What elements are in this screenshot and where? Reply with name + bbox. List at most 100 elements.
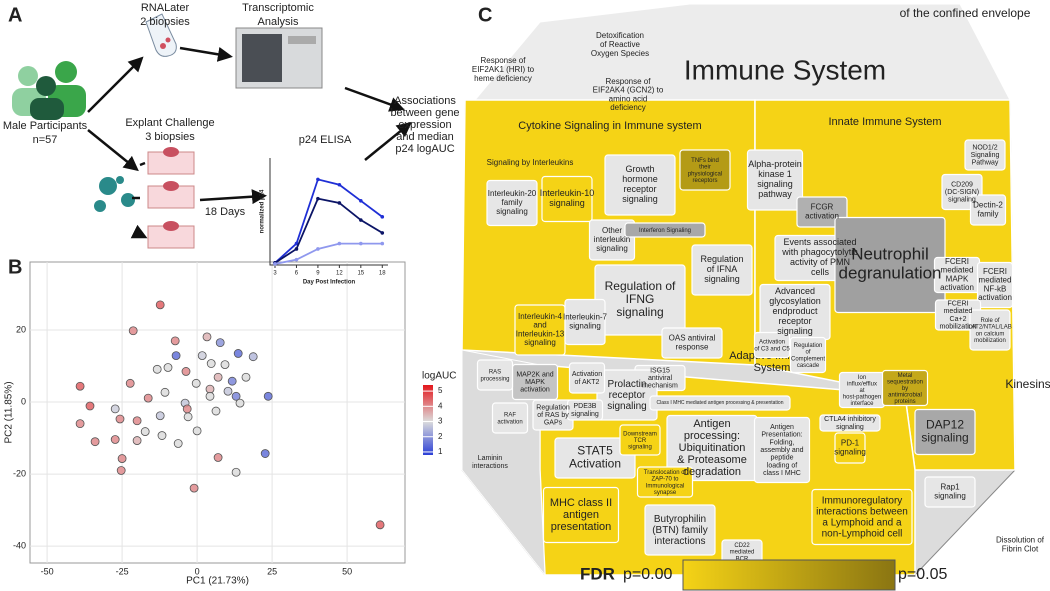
inset-axes <box>269 158 388 266</box>
point <box>85 401 95 411</box>
series-point <box>316 196 320 201</box>
point <box>213 372 223 382</box>
point <box>125 378 135 388</box>
region-label: Cytokine Signaling in Immune system <box>518 120 701 132</box>
point <box>132 436 142 445</box>
legend-high: p=0.05 <box>898 566 947 583</box>
pathway-label: Role of LAT2/NTAL/LAB on calcium mobilizati… <box>968 318 1011 344</box>
panel-a-text: Explant Challenge <box>125 117 214 129</box>
colorbar-tick-label: 3 <box>438 417 443 426</box>
point <box>171 351 181 361</box>
series-line <box>274 242 383 265</box>
pathway-label: Regulation of IFNG signaling <box>605 279 676 319</box>
series-point <box>316 177 320 182</box>
x-tick-label: 6 <box>295 271 299 277</box>
x-tick-label: 18 <box>379 271 386 277</box>
colorbar <box>423 385 433 455</box>
pathway-cell <box>819 414 881 432</box>
point <box>182 404 192 414</box>
point <box>140 427 150 436</box>
point <box>375 520 385 530</box>
x-tick-label: 9 <box>316 271 320 277</box>
panel-a-text: 3 biopsies <box>145 131 195 143</box>
pathway-cell <box>746 149 804 211</box>
pathway-cell <box>624 222 706 238</box>
point <box>202 332 212 342</box>
point <box>235 398 245 408</box>
point <box>263 391 273 401</box>
pathway-cell <box>619 424 661 456</box>
pathway-cell <box>649 395 791 411</box>
point <box>205 384 215 394</box>
point <box>227 376 237 386</box>
series-point <box>294 257 299 262</box>
pathway-cell <box>679 149 731 191</box>
context-label: Kinesins <box>1005 377 1050 391</box>
legend-low: p=0.00 <box>623 566 672 583</box>
pathway-label: Dectin-2 family <box>973 201 1003 219</box>
series-line <box>274 197 383 264</box>
pathway-cell <box>541 175 593 223</box>
pathway-label: Immunoregulatory interactions between a Ly… <box>816 495 908 539</box>
pathway-cell <box>924 476 976 508</box>
pathway-label: Events associated with phagocytolytic acti… <box>781 238 858 278</box>
pathway-label: Prolactin receptor signaling <box>607 379 646 412</box>
region-label: Innate Immune System <box>828 116 941 128</box>
point <box>241 372 251 382</box>
pathway-cell <box>969 309 1011 351</box>
pathway-label: FCERI mediated NF-kB activation <box>978 267 1012 302</box>
point <box>205 391 215 401</box>
pathway-label: RAS processing <box>480 369 509 382</box>
point <box>163 363 173 372</box>
series-point <box>380 215 385 219</box>
point <box>160 387 170 397</box>
pathway-label: CTLA4 inhibitory signaling <box>824 416 876 431</box>
pathway-label: Interleukin-7 signaling <box>563 313 608 331</box>
arrow <box>87 56 144 113</box>
panel-a-text: 18 Days <box>205 206 246 218</box>
y-axis-label: normalized p24 <box>260 189 266 233</box>
context-label: Laminin interactions <box>472 455 508 470</box>
point <box>189 483 199 493</box>
colorbar-tick-label: 2 <box>438 432 443 441</box>
arrow <box>199 189 267 205</box>
pathway-label: Antigen processing: Ubiquitination & Protea… <box>677 418 747 478</box>
series-point <box>294 247 299 251</box>
point <box>155 411 165 421</box>
colorbar-tick-label: 1 <box>438 447 443 456</box>
x-tick-label: -25 <box>116 566 129 576</box>
panel-a-text: n=57 <box>33 134 58 146</box>
pathway-label: STAT5 Activation <box>569 444 621 471</box>
point <box>233 349 243 358</box>
pathway-cell <box>881 369 929 407</box>
point <box>206 359 216 368</box>
point <box>170 336 180 346</box>
pathway-cell <box>753 331 791 359</box>
arrow <box>179 46 233 62</box>
pathway-cell <box>542 486 620 544</box>
pathway-cell <box>969 194 1007 226</box>
point <box>220 360 230 370</box>
x-tick-label: 12 <box>336 271 343 277</box>
point <box>181 367 191 376</box>
pathway-cell <box>811 488 913 546</box>
pathway-label: PDE3B signaling <box>571 403 599 418</box>
pathway-label: Translocation of ZAP-70 to Immunological sy… <box>644 470 687 496</box>
panel-a-text: Male Participants <box>3 120 88 132</box>
pathway-cell <box>753 416 811 484</box>
pathway-label: MAP2K and MAPK activation <box>516 371 553 393</box>
point <box>90 437 100 447</box>
map-title: Immune System <box>684 54 886 85</box>
series-line <box>274 178 383 264</box>
point <box>143 393 153 403</box>
pathway-cell <box>976 261 1014 309</box>
pathway-label: Growth hormone receptor signaling <box>622 165 658 205</box>
subheader: Signaling by Interleukins <box>487 158 574 167</box>
pathway-label: Interleukin-20 family signaling <box>488 189 537 216</box>
pathway-cell <box>789 336 827 374</box>
pathway-cell <box>636 466 694 498</box>
pathway-cell <box>486 179 538 227</box>
pathway-label: Activation of AKT2 <box>572 371 602 386</box>
y-tick-label: -40 <box>13 540 26 550</box>
